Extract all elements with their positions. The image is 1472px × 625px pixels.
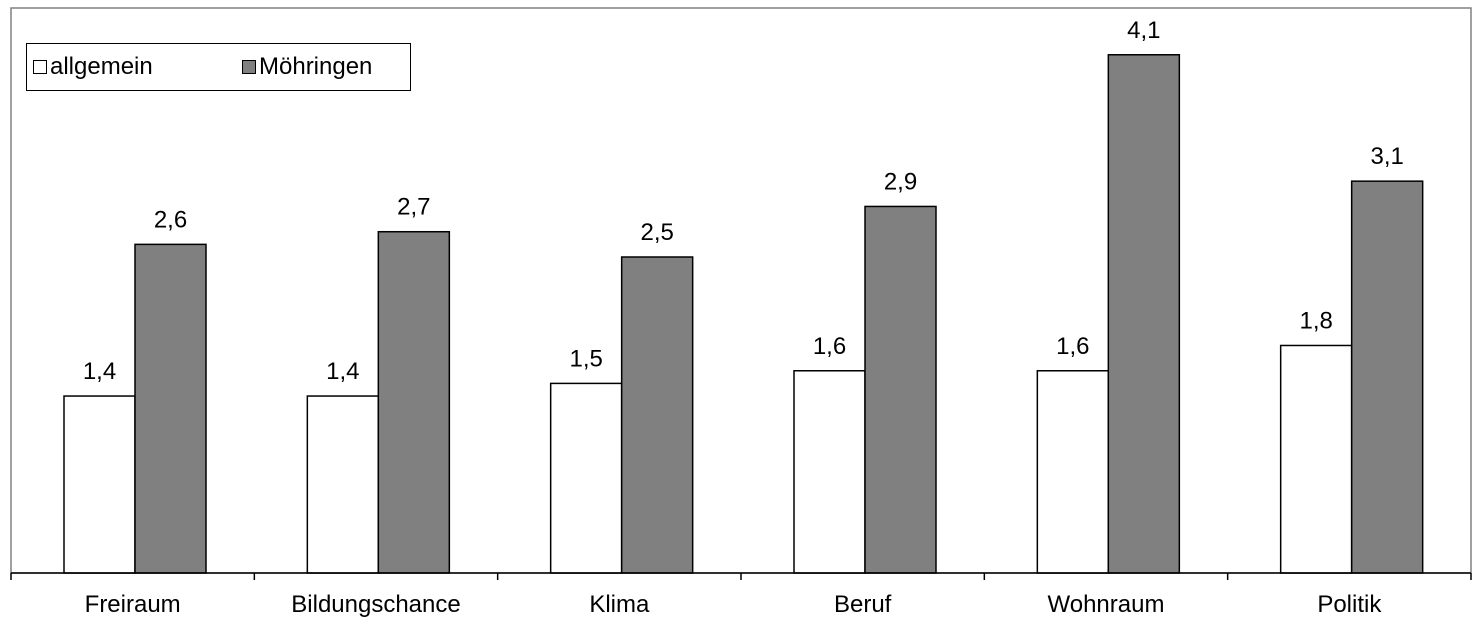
- category-label-bildungschance: Bildungschance: [291, 591, 460, 618]
- legend-item-moehringen: Möhringen: [242, 44, 372, 90]
- bar-moehringen-bildungschance: [377, 230, 451, 574]
- category-label-freiraum: Freiraum: [85, 591, 181, 618]
- value-label-moehringen-bildungschance: 2,7: [397, 194, 430, 221]
- bars-group: [63, 54, 1424, 574]
- value-label-moehringen-politik: 3,1: [1370, 143, 1403, 170]
- value-label-allgemein-wohnraum: 1,6: [1056, 333, 1089, 360]
- bar-moehringen-freiraum: [134, 243, 207, 574]
- value-label-moehringen-klima: 2,5: [640, 219, 673, 246]
- legend: allgemein Möhringen: [26, 43, 411, 91]
- value-label-allgemein-klima: 1,5: [569, 345, 602, 372]
- bar-moehringen-politik: [1350, 180, 1424, 574]
- value-label-allgemein-freiraum: 1,4: [83, 358, 116, 385]
- category-labels-group: Freiraum Bildungschance Klima Beruf Wohnraum…: [85, 591, 1383, 618]
- category-label-politik: Politik: [1317, 591, 1382, 618]
- x-ticks-group: [10, 573, 1472, 580]
- legend-label-allgemein: allgemein: [50, 53, 153, 80]
- value-label-allgemein-bildungschance: 1,4: [326, 358, 359, 385]
- bar-moehringen-beruf: [864, 205, 937, 574]
- bar-allgemein-freiraum: [63, 395, 136, 574]
- value-label-allgemein-beruf: 1,6: [813, 333, 846, 360]
- bar-allgemein-politik: [1279, 344, 1353, 574]
- bar-allgemein-wohnraum: [1036, 370, 1110, 574]
- value-label-moehringen-beruf: 2,9: [884, 168, 917, 195]
- bar-moehringen-wohnraum: [1107, 54, 1181, 574]
- legend-item-allgemein: allgemein: [33, 44, 153, 90]
- bar-moehringen-klima: [620, 256, 694, 574]
- plot-area: [10, 7, 1472, 574]
- value-label-allgemein-politik: 1,8: [1299, 307, 1332, 334]
- bar-allgemein-klima: [549, 382, 623, 574]
- category-label-klima: Klima: [589, 591, 650, 618]
- value-label-moehringen-freiraum: 2,6: [154, 206, 187, 233]
- bar-allgemein-beruf: [793, 370, 866, 574]
- legend-swatch-allgemein: [33, 60, 47, 74]
- category-label-wohnraum: Wohnraum: [1048, 591, 1165, 618]
- value-labels-group: 1,4 2,6 1,4 2,7 1,5 2,5 1,6 2,9 1,6 4,1 1,8 3,1: [83, 17, 1404, 385]
- category-label-beruf: Beruf: [834, 591, 892, 618]
- value-label-moehringen-wohnraum: 4,1: [1127, 17, 1160, 44]
- bar-allgemein-bildungschance: [306, 395, 380, 574]
- legend-swatch-moehringen: [242, 60, 256, 74]
- legend-label-moehringen: Möhringen: [259, 53, 373, 80]
